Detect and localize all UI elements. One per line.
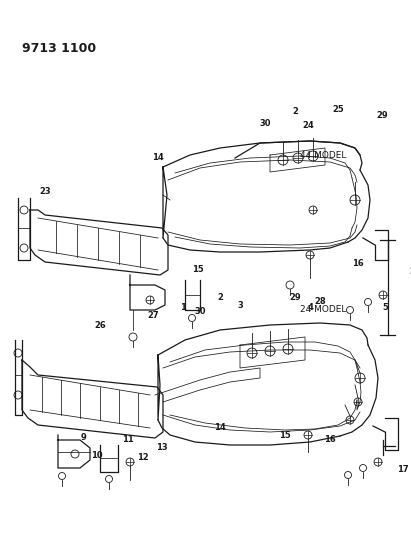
Text: 16: 16 [352, 259, 364, 268]
Text: 9: 9 [80, 433, 86, 442]
Text: 11: 11 [122, 435, 134, 445]
Text: 4: 4 [307, 303, 313, 312]
Text: 28: 28 [314, 297, 326, 306]
Text: 30: 30 [259, 119, 271, 128]
Text: 2: 2 [292, 108, 298, 117]
Text: 5: 5 [382, 303, 388, 312]
Text: 12: 12 [137, 454, 149, 463]
Text: 3: 3 [237, 301, 243, 310]
Text: 27: 27 [147, 311, 159, 319]
Text: 15: 15 [192, 265, 204, 274]
Text: 25: 25 [332, 106, 344, 115]
Text: 14: 14 [152, 154, 164, 163]
Text: 29: 29 [376, 111, 388, 120]
Text: 26: 26 [94, 320, 106, 329]
Text: 2: 2 [217, 294, 223, 303]
Text: 24: 24 [302, 122, 314, 131]
Text: 30: 30 [194, 308, 206, 317]
Text: 44 MODEL: 44 MODEL [300, 150, 346, 159]
Text: 29: 29 [289, 294, 301, 303]
Text: 15: 15 [279, 431, 291, 440]
Text: 23: 23 [39, 188, 51, 197]
Text: 13: 13 [156, 443, 168, 453]
Text: 10: 10 [91, 450, 103, 459]
Text: 17: 17 [397, 465, 409, 474]
Text: 14: 14 [214, 424, 226, 432]
Text: 9713 1100: 9713 1100 [22, 42, 96, 55]
Text: 24 MODEL: 24 MODEL [300, 305, 346, 314]
Text: 1: 1 [180, 303, 186, 312]
Text: 16: 16 [324, 435, 336, 445]
Text: 22: 22 [409, 268, 411, 277]
